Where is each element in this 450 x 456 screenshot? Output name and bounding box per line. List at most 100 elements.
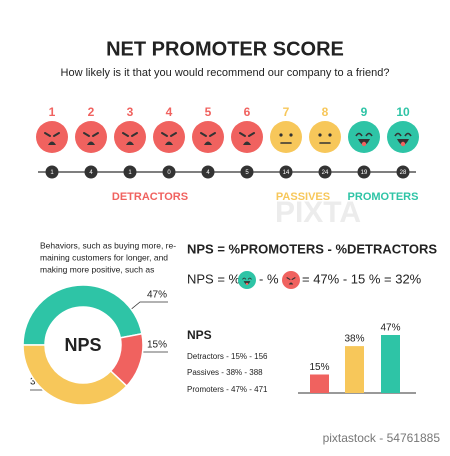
description-line: maining customers for longer, and	[40, 252, 168, 262]
breakdown-line: Promoters - 47% - 471	[187, 385, 268, 394]
formula-part: - %	[259, 271, 279, 286]
group-label: DETRACTORS	[112, 191, 188, 203]
score-number: 9	[361, 105, 368, 119]
face-eye	[291, 277, 296, 280]
score-count: 19	[361, 170, 368, 176]
face	[282, 271, 300, 289]
count-dot	[279, 165, 293, 179]
score-number: 8	[322, 105, 329, 119]
face-circle	[309, 121, 341, 153]
face	[153, 121, 185, 153]
face-circle	[238, 271, 256, 289]
face-circle	[270, 121, 302, 153]
count-dot	[201, 165, 215, 179]
bar-label: 15%	[309, 362, 329, 373]
score-count: 14	[283, 170, 290, 176]
face-eye	[170, 132, 177, 137]
face	[309, 121, 341, 153]
score-count: 28	[400, 170, 407, 176]
face	[192, 121, 224, 153]
score-number: 3	[127, 105, 134, 119]
face	[348, 121, 380, 153]
face-eye	[404, 132, 412, 137]
donut-segment	[22, 344, 128, 406]
breakdown-line: Passives - 38% - 388	[187, 368, 263, 377]
bar-label: 47%	[380, 323, 400, 334]
face-eye	[83, 132, 90, 137]
bar	[310, 374, 329, 393]
bar	[381, 335, 400, 393]
face-circle	[75, 121, 107, 153]
face-eye	[242, 277, 247, 280]
score-count: 1	[50, 170, 54, 176]
face-eye	[394, 132, 402, 137]
score-number: 2	[88, 105, 95, 119]
face	[387, 121, 419, 153]
face-tongue	[361, 141, 367, 147]
face-tongue	[400, 141, 406, 147]
score-number: 5	[205, 105, 212, 119]
count-dot	[45, 165, 59, 179]
score-number: 7	[283, 105, 290, 119]
face	[231, 121, 263, 153]
score-count: 5	[245, 170, 249, 176]
face-eye	[355, 132, 363, 137]
count-dot	[357, 165, 371, 179]
face-eye	[131, 132, 138, 137]
face-eye	[247, 277, 252, 280]
donut-segment	[22, 284, 143, 346]
group-label: PROMOTERS	[348, 191, 419, 203]
face-eye	[200, 132, 207, 137]
donut-label: 15%	[147, 340, 167, 351]
face-eye	[365, 132, 373, 137]
formula: NPS = %PROMOTERS - %DETRACTORS	[187, 241, 437, 256]
score-number: 6	[244, 105, 251, 119]
face-circle	[36, 121, 68, 153]
formula-part: = 47% - 15 % = 32%	[302, 271, 422, 286]
face-circle	[387, 121, 419, 153]
face-eye	[161, 132, 168, 137]
face-circle	[348, 121, 380, 153]
face-mouth	[126, 141, 134, 145]
face	[238, 271, 256, 289]
bar-label: 38%	[344, 334, 364, 345]
score-count: 4	[206, 170, 210, 176]
score-count: 24	[322, 170, 329, 176]
score-number: 10	[396, 105, 410, 119]
face-eye	[279, 133, 283, 137]
score-count: 0	[167, 170, 171, 176]
face-tongue	[245, 282, 249, 286]
group-label: PASSIVES	[276, 191, 330, 203]
face-circle	[192, 121, 224, 153]
description-line: making more positive, such as	[40, 264, 154, 274]
bar	[345, 346, 364, 393]
face	[36, 121, 68, 153]
face-mouth	[48, 141, 56, 145]
count-dot	[84, 165, 98, 179]
breakdown-line: Detractors - 15% - 156	[187, 352, 268, 361]
face	[114, 121, 146, 153]
face-circle	[114, 121, 146, 153]
donut-label: 47%	[147, 290, 167, 301]
face-eye	[209, 132, 216, 137]
title: NET PROMOTER SCORE	[106, 38, 344, 60]
face-mouth	[204, 141, 212, 145]
face-mouth	[165, 141, 173, 145]
formula-part: NPS = %	[187, 271, 241, 286]
face-circle	[282, 271, 300, 289]
count-dot	[318, 165, 332, 179]
face-eye	[53, 132, 60, 137]
breakdown-title: NPS	[187, 328, 212, 342]
face-mouth	[87, 141, 95, 145]
score-number: 1	[49, 105, 56, 119]
count-dot	[162, 165, 176, 179]
subtitle: How likely is it that you would recommen…	[61, 67, 390, 79]
face-mouth	[288, 282, 294, 285]
watermark-logo: PIXTA	[275, 196, 361, 229]
score-count: 1	[128, 170, 132, 176]
face	[75, 121, 107, 153]
face-circle	[231, 121, 263, 153]
face-circle	[153, 121, 185, 153]
face-eye	[239, 132, 246, 137]
